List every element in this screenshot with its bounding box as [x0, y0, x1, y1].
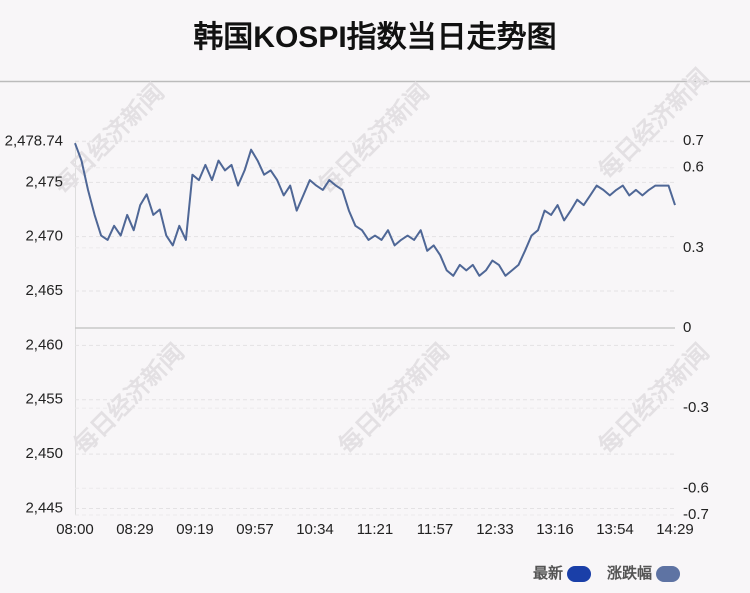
- watermark: 每日经济新闻: [47, 77, 169, 199]
- x-tick-label: 11:57: [417, 521, 453, 538]
- x-tick-label: 08:29: [116, 521, 154, 538]
- x-tick-label: 14:29: [656, 521, 694, 538]
- y-tick-label: 2,450: [25, 445, 63, 462]
- x-tick-label: 11:21: [357, 521, 393, 538]
- y-tick-label: 2,455: [25, 391, 63, 408]
- y2-tick-label: 0.6: [683, 159, 704, 176]
- y-tick-label: 2,478.74: [5, 133, 63, 150]
- x-tick-label: 12:33: [476, 521, 514, 538]
- x-tick-label: 13:16: [536, 521, 574, 538]
- y2-tick-label: 0.3: [683, 239, 704, 256]
- chart-title: 韩国KOSPI指数当日走势图: [193, 21, 556, 54]
- y-tick-label: 2,465: [25, 282, 63, 299]
- y2-tick-label: -0.3: [683, 399, 709, 416]
- x-tick-label: 10:34: [296, 521, 334, 538]
- y2-tick-label: 0: [683, 319, 691, 336]
- legend-label: 涨跌幅: [607, 564, 652, 582]
- y-tick-label: 2,470: [25, 228, 63, 245]
- y-tick-label: 2,445: [25, 499, 63, 516]
- x-tick-label: 09:19: [176, 521, 214, 538]
- legend-swatch: [656, 566, 681, 582]
- price-line: [74, 142, 676, 277]
- y2-tick-label: -0.6: [683, 479, 709, 496]
- x-tick-label: 08:00: [56, 521, 94, 538]
- watermark: 每日经济新闻: [332, 337, 454, 459]
- x-tick-label: 09:57: [236, 521, 274, 538]
- legend-label: 最新: [533, 564, 563, 582]
- y-tick-label: 2,475: [25, 173, 63, 190]
- x-tick-label: 13:54: [596, 521, 634, 538]
- watermark: 每日经济新闻: [67, 337, 189, 459]
- y-tick-label: 2,460: [25, 336, 63, 353]
- legend-swatch: [567, 566, 592, 582]
- y2-tick-label: 0.7: [683, 132, 704, 149]
- y2-tick-label: -0.7: [683, 506, 709, 523]
